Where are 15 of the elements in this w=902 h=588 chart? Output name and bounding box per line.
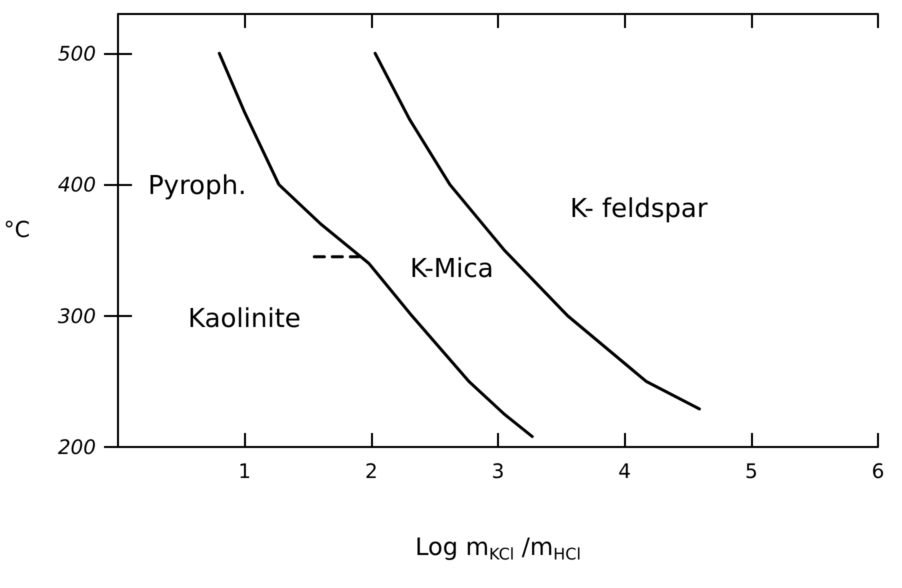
y-tick-label: 500 bbox=[58, 41, 96, 66]
y-tick-label: 300 bbox=[58, 304, 96, 328]
y-axis-title: °C bbox=[4, 218, 30, 243]
annotation: Pyroph. bbox=[148, 171, 246, 201]
x-tick-label: 3 bbox=[492, 459, 504, 483]
x-tick-label: 2 bbox=[364, 459, 378, 483]
y-tick-label: 200 bbox=[58, 435, 96, 459]
x-tick-label: 1 bbox=[238, 459, 252, 483]
x-tick-label: 5 bbox=[744, 459, 758, 483]
annotation: Kaolinite bbox=[188, 304, 301, 334]
annotation: K- feldspar bbox=[570, 194, 708, 224]
x-tick-label: 4 bbox=[618, 459, 632, 483]
x-tick-label: 6 bbox=[872, 459, 884, 483]
annotation: K-Mica bbox=[410, 254, 494, 284]
y-tick-label: 400 bbox=[58, 172, 96, 197]
